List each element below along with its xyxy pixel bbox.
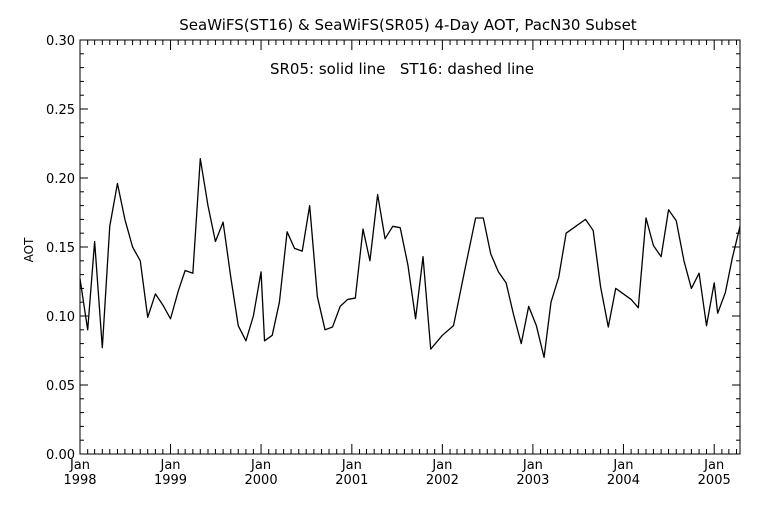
x-tick-month-label: Jan <box>612 458 633 473</box>
x-tick-year-label: 2000 <box>245 473 278 488</box>
y-tick-label: 0.20 <box>46 172 75 187</box>
x-tick-year-label: 2003 <box>516 473 549 488</box>
x-tick-year-label: 2005 <box>698 473 731 488</box>
x-tick-month-label: Jan <box>250 458 271 473</box>
x-tick-year-label: 1999 <box>154 473 187 488</box>
y-tick-label: 0.15 <box>46 241 75 256</box>
x-tick-month-label: Jan <box>431 458 452 473</box>
y-tick-label: 0.30 <box>46 34 75 49</box>
x-tick-month-label: Jan <box>341 458 362 473</box>
chart-annotation: SR05: solid line ST16: dashed line <box>270 60 534 78</box>
y-tick-label: 0.25 <box>46 103 75 118</box>
x-tick-month-label: Jan <box>703 458 724 473</box>
x-tick-year-label: 2001 <box>335 473 368 488</box>
plot-frame <box>79 39 741 455</box>
y-tick-label: 0.00 <box>46 448 75 463</box>
series-group <box>79 158 741 359</box>
chart-title: SeaWiFS(ST16) & SeaWiFS(SR05) 4-Day AOT,… <box>179 16 637 34</box>
x-tick-year-label: 1998 <box>63 473 96 488</box>
x-axis: Jan1998Jan1999Jan2000Jan2001Jan2002Jan20… <box>63 40 738 488</box>
series-line-sr05 <box>79 158 741 359</box>
x-tick-month-label: Jan <box>160 458 181 473</box>
y-axis-label: AOT <box>22 237 36 262</box>
x-tick-month-label: Jan <box>522 458 543 473</box>
x-tick-month-label: Jan <box>69 458 90 473</box>
y-tick-label: 0.05 <box>46 379 75 394</box>
y-axis: 0.00 0.05 0.10 0.15 0.20 0.25 0.30 <box>46 34 740 463</box>
x-tick-year-label: 2002 <box>426 473 459 488</box>
x-tick-year-label: 2004 <box>607 473 640 488</box>
y-tick-label: 0.10 <box>46 310 75 325</box>
